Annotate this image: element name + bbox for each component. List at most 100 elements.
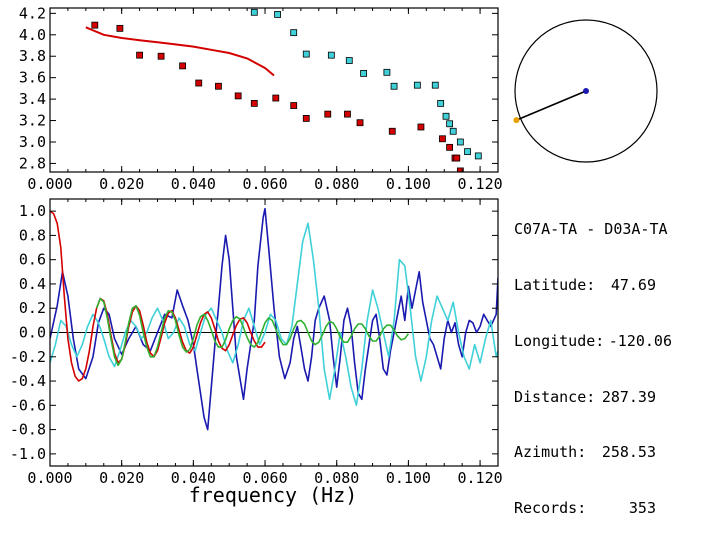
data-point-red-7 xyxy=(234,92,242,100)
longitude-value: -120.06 xyxy=(608,331,672,350)
y-tick-label: 4.2 xyxy=(19,4,46,22)
data-point-red-8 xyxy=(250,99,258,107)
data-point-red-1 xyxy=(116,24,124,32)
latitude-value: 47.69 xyxy=(610,275,656,294)
y-tick-label: 4.0 xyxy=(19,26,46,44)
y-tick-label: 3.8 xyxy=(19,47,46,65)
plot-area xyxy=(50,207,498,431)
data-point-cyan-13 xyxy=(446,120,454,128)
y-tick-label: 1.0 xyxy=(19,202,46,220)
data-point-red-5 xyxy=(195,79,203,87)
x-tick-label: 0.000 xyxy=(27,175,72,193)
info-row-distance: Distance: 287.39 xyxy=(514,388,672,407)
data-point-red-15 xyxy=(388,127,396,135)
plot-area xyxy=(85,8,482,172)
info-row-latitude: Latitude: 47.69 xyxy=(514,276,672,295)
series-line-red xyxy=(85,26,275,77)
phase-velocity-plot: 0.000 0.020 0.040 0.060 0.080 0.100 0.120 2.8 3.… xyxy=(19,4,503,193)
data-point-red-3 xyxy=(157,52,165,60)
y-tick-label: -1.0 xyxy=(10,445,46,463)
data-point-red-11 xyxy=(302,115,310,122)
x-tick-label: 0.000 xyxy=(27,469,72,487)
y-tick-label: 0.4 xyxy=(19,275,46,293)
cross-correlation-plot: 0.000 0.020 0.040 0.060 0.080 0.100 0.120 1.0 0.… xyxy=(10,198,503,487)
data-point-red-9 xyxy=(272,94,280,102)
y-tick-label: -0.6 xyxy=(10,396,46,414)
data-point-cyan-0 xyxy=(250,8,258,16)
y-tick-label: 3.4 xyxy=(19,90,46,108)
data-point-red-2 xyxy=(136,51,144,59)
y-tick-label: 2.8 xyxy=(19,154,46,172)
data-point-cyan-16 xyxy=(464,148,471,156)
x-tick-label: 0.060 xyxy=(242,175,287,193)
y-tick-label: 0.8 xyxy=(19,226,46,244)
azimuth-label: Azimuth: xyxy=(514,443,587,462)
longitude-label: Longitude: xyxy=(514,331,605,350)
correlation-figure: 0.000 0.020 0.040 0.060 0.080 0.100 0.120 2.8 3.… xyxy=(10,4,658,507)
data-point-red-17 xyxy=(439,135,446,143)
x-tick-label: 0.020 xyxy=(99,469,144,487)
info-row-longitude: Longitude: -120.06 xyxy=(514,332,672,351)
data-point-cyan-8 xyxy=(390,82,398,90)
x-tick-label: 0.100 xyxy=(386,175,431,193)
dial-circle xyxy=(514,19,658,163)
x-tick-label: 0.100 xyxy=(386,469,431,487)
data-point-cyan-6 xyxy=(360,69,368,77)
data-point-cyan-3 xyxy=(302,50,310,58)
series-line-cyan xyxy=(50,222,498,407)
x-tick-label: 0.040 xyxy=(171,469,216,487)
latitude-label: Latitude: xyxy=(514,275,596,294)
data-point-red-13 xyxy=(344,110,351,118)
data-point-cyan-11 xyxy=(437,99,445,107)
data-point-cyan-14 xyxy=(449,127,457,135)
data-point-cyan-2 xyxy=(290,29,298,37)
y-tick-label: 0.0 xyxy=(19,324,46,342)
data-point-red-4 xyxy=(179,62,187,70)
x-tick-label: 0.080 xyxy=(314,469,359,487)
data-point-cyan-12 xyxy=(442,112,450,120)
records-value: 353 xyxy=(628,499,656,518)
station-pair-title: C07A-TA - D03A-TA xyxy=(514,220,668,239)
x-tick-label: 0.080 xyxy=(314,175,359,193)
y-tick-label: 0.2 xyxy=(19,299,46,317)
series-line-green xyxy=(95,297,410,367)
dial-center-dot xyxy=(583,88,589,94)
y-tick-label: 3.2 xyxy=(19,112,46,130)
info-row-azimuth: Azimuth: 258.53 xyxy=(514,443,672,462)
data-point-red-0 xyxy=(91,21,99,29)
distance-label: Distance: xyxy=(514,387,596,406)
data-point-red-14 xyxy=(356,119,364,127)
x-tick-label: 0.020 xyxy=(99,175,144,193)
data-point-cyan-4 xyxy=(327,51,335,59)
data-point-cyan-7 xyxy=(383,68,391,76)
y-tick-label: 3.0 xyxy=(19,133,46,151)
x-tick-label: 0.120 xyxy=(458,175,503,193)
data-point-red-20 xyxy=(453,154,461,162)
records-label: Records: xyxy=(514,499,587,518)
y-tick-label: 0.6 xyxy=(19,251,46,269)
x-axis-label: frequency (Hz) xyxy=(189,483,358,507)
distance-value: 287.39 xyxy=(601,387,656,406)
data-point-red-18 xyxy=(446,143,454,151)
x-tick-label: 0.120 xyxy=(458,469,503,487)
data-point-cyan-10 xyxy=(431,81,439,89)
azimuth-value: 258.53 xyxy=(601,443,656,462)
azimuth-dial xyxy=(513,19,658,163)
data-point-cyan-5 xyxy=(345,57,353,64)
info-row-records: Records: 353 xyxy=(514,499,672,518)
data-point-red-21 xyxy=(456,167,464,172)
data-point-cyan-9 xyxy=(413,81,421,89)
data-point-cyan-15 xyxy=(456,138,464,146)
data-point-red-16 xyxy=(417,123,425,131)
y-tick-label: -0.8 xyxy=(10,421,46,439)
y-tick-label: -0.4 xyxy=(10,372,46,390)
dial-tip-dot xyxy=(513,117,520,124)
series-line-blue xyxy=(50,207,498,431)
data-point-red-10 xyxy=(290,102,298,109)
plot-frame xyxy=(49,7,499,173)
azimuth-needle xyxy=(516,90,587,121)
data-point-red-6 xyxy=(215,82,222,90)
data-point-cyan-17 xyxy=(474,152,482,160)
data-point-cyan-1 xyxy=(274,11,281,18)
x-tick-label: 0.060 xyxy=(242,469,287,487)
